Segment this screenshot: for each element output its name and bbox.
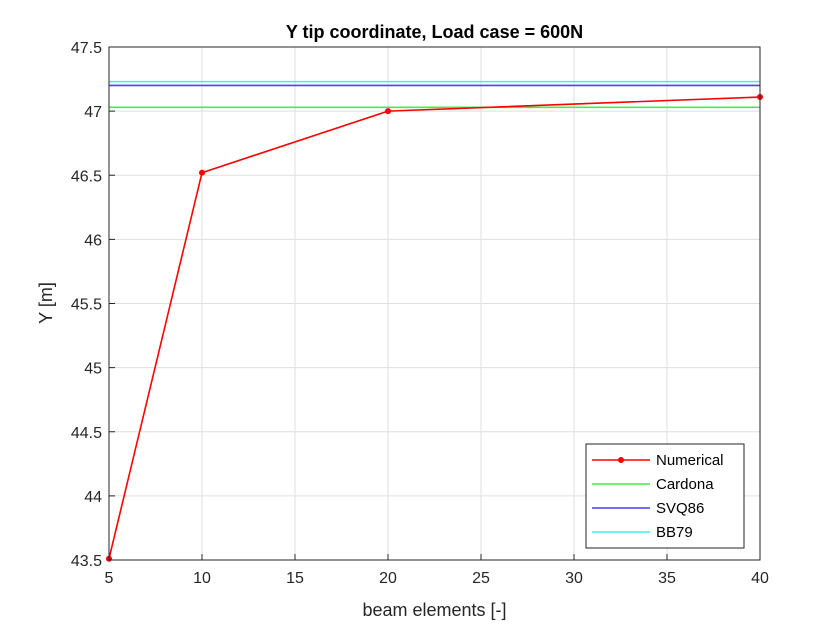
x-tick-label: 15 <box>286 570 304 587</box>
data-point-numerical <box>385 108 391 114</box>
y-tick-label: 44 <box>84 489 102 506</box>
y-tick-label: 44.5 <box>71 425 102 442</box>
y-tick-label: 47 <box>84 104 102 121</box>
x-tick-label: 20 <box>379 570 397 587</box>
x-tick-label: 30 <box>565 570 583 587</box>
legend-label-svq86: SVQ86 <box>656 500 704 517</box>
y-tick-label: 46.5 <box>71 168 102 185</box>
x-tick-label: 5 <box>105 570 114 587</box>
y-tick-label: 47.5 <box>71 40 102 57</box>
y-axis-label: Y [m] <box>36 282 56 324</box>
chart-title: Y tip coordinate, Load case = 600N <box>286 22 583 42</box>
legend-marker-numerical <box>618 457 624 463</box>
legend-label-numerical: Numerical <box>656 452 724 469</box>
y-tick-label: 43.5 <box>71 553 102 570</box>
data-point-numerical <box>199 170 205 176</box>
legend-label-bb79: BB79 <box>656 524 693 541</box>
x-tick-label: 10 <box>193 570 211 587</box>
x-tick-label: 40 <box>751 570 769 587</box>
x-tick-label: 35 <box>658 570 676 587</box>
legend: Numerical Cardona SVQ86 BB79 <box>586 444 744 548</box>
x-tick-label: 25 <box>472 570 490 587</box>
y-tick-label: 45.5 <box>71 297 102 314</box>
x-axis-label: beam elements [-] <box>362 600 506 620</box>
legend-label-cardona: Cardona <box>656 476 714 493</box>
y-tick-label: 45 <box>84 361 102 378</box>
y-tick-label: 46 <box>84 232 102 249</box>
